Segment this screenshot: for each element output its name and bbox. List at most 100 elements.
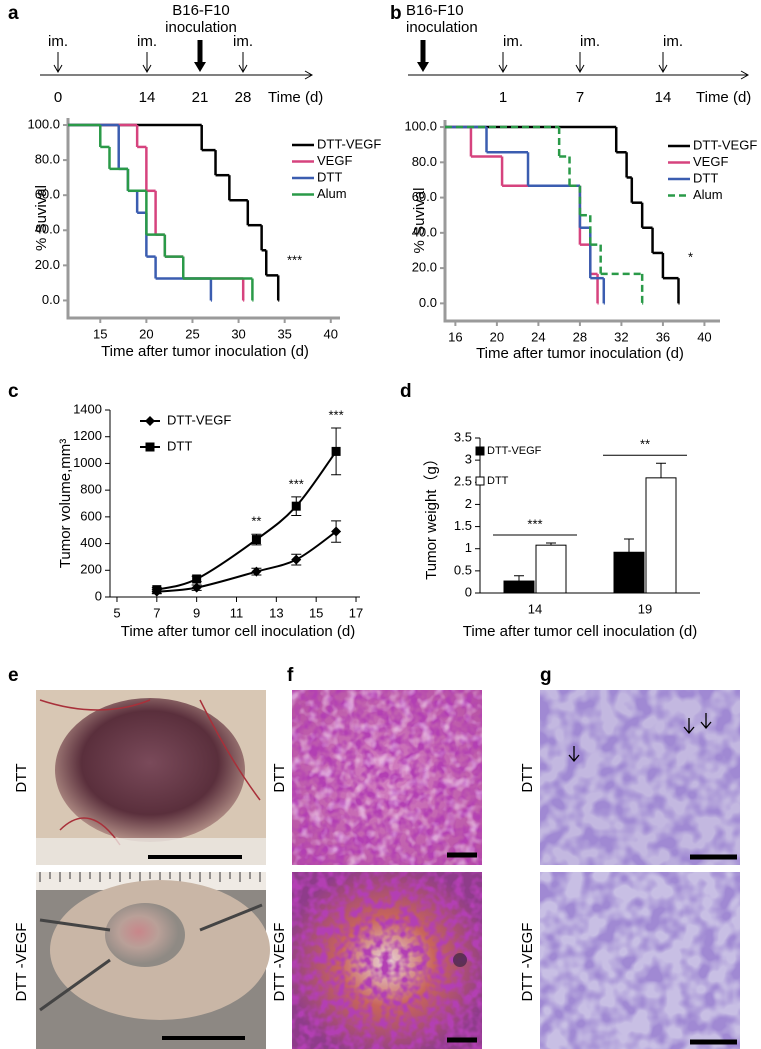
- panel-label: e: [8, 665, 19, 686]
- y-tick-label: 0: [95, 588, 102, 603]
- marker: [291, 501, 301, 511]
- marker: [251, 566, 262, 577]
- timeline-arrowhead: [575, 64, 585, 74]
- legend-label: DTT: [487, 475, 509, 487]
- x-tick-label: 11: [230, 605, 244, 620]
- x-tick-label: 30: [231, 326, 245, 341]
- timeline-arrowhead: [658, 64, 668, 74]
- legend-label: VEGF: [317, 153, 352, 168]
- significance: ***: [287, 252, 302, 267]
- y-tick-label: 40.0: [35, 222, 60, 237]
- x-tick-label: 40: [324, 326, 338, 341]
- inoculation-label: B16-F10 inoculation: [165, 2, 237, 36]
- bar: [535, 544, 567, 594]
- event-label: im.: [503, 33, 523, 50]
- day-label: 1: [499, 89, 507, 106]
- bar: [645, 477, 677, 594]
- y-tick-label: 60.0: [35, 187, 60, 202]
- timeline-arrowhead: [417, 62, 429, 72]
- y-tick-label: 1: [465, 540, 472, 555]
- marker: [152, 585, 162, 595]
- marker: [331, 446, 341, 456]
- legend-label: Alum: [693, 187, 723, 202]
- legend-label: DTT-VEGF: [167, 412, 231, 427]
- error-bar: [514, 575, 524, 582]
- y-tick-label: 600: [80, 508, 102, 523]
- legend-label: VEGF: [693, 154, 728, 169]
- y-tick-label: 0.0: [42, 292, 60, 307]
- x-tick-label: 32: [614, 329, 628, 344]
- marker: [192, 574, 202, 584]
- x-axis-title: Time after tumor inoculation (d): [101, 343, 309, 360]
- inoculation-label-box: B16-F10 inoculation: [406, 2, 478, 36]
- panel-label: d: [400, 381, 412, 402]
- photo-e-dtt: [36, 690, 266, 865]
- timeline-axis-title: Time (d): [696, 89, 751, 106]
- significance: **: [251, 514, 261, 529]
- x-tick-label: 19: [638, 601, 652, 616]
- y-tick-label: 80.0: [412, 154, 437, 169]
- day-label: 7: [576, 89, 584, 106]
- x-tick-label: 20: [139, 326, 153, 341]
- image-row-label: DTT: [519, 763, 536, 792]
- x-tick-label: 9: [193, 605, 200, 620]
- timeline-arrowhead: [142, 64, 152, 74]
- y-tick-label: 400: [80, 535, 102, 550]
- image-row-label: DTT -VEGF: [519, 923, 536, 1002]
- x-axis-title: Time after tumor cell inoculation (d): [463, 623, 698, 640]
- legend-label: DTT: [167, 438, 192, 453]
- x-tick-label: 17: [349, 605, 363, 620]
- y-tick-label: 0.0: [419, 295, 437, 310]
- day-label: 14: [655, 89, 672, 106]
- error-bar: [624, 538, 634, 553]
- day-label: 0: [54, 89, 62, 106]
- timeline-axis-head: [740, 70, 750, 80]
- significance: ***: [289, 476, 304, 491]
- photo-g-dtt-vegf: [540, 872, 740, 1049]
- legend-marker: [145, 416, 155, 426]
- legend-swatch: [475, 476, 485, 486]
- series-line: [156, 530, 337, 593]
- inoculation-label-box: B16-F10 inoculation: [165, 2, 237, 36]
- day-label: 21: [192, 89, 209, 106]
- panel-label: f: [287, 665, 294, 686]
- y-tick-label: 1400: [73, 401, 102, 416]
- bar: [503, 580, 535, 594]
- event-label: im.: [580, 33, 600, 50]
- image-row-label: DTT: [13, 763, 30, 792]
- x-tick-label: 5: [113, 605, 120, 620]
- panel-label: a: [8, 3, 19, 24]
- y-tick-label: 2: [465, 496, 472, 511]
- marker: [331, 526, 342, 537]
- bar: [613, 551, 645, 594]
- event-label: im.: [48, 33, 68, 50]
- y-tick-label: 60.0: [412, 189, 437, 204]
- panel-label: c: [8, 381, 19, 402]
- image-row-label: DTT -VEGF: [13, 923, 30, 1002]
- x-tick-label: 15: [93, 326, 107, 341]
- y-tick-label: 20.0: [412, 260, 437, 275]
- legend-label: Alum: [317, 186, 347, 201]
- x-tick-label: 7: [153, 605, 160, 620]
- x-tick-label: 14: [528, 601, 542, 616]
- error-bar: [656, 462, 666, 478]
- y-tick-label: 3.5: [454, 429, 472, 444]
- y-tick-label: 0: [465, 584, 472, 599]
- timeline-arrowhead: [53, 64, 63, 74]
- photo-g-dtt: [540, 690, 740, 865]
- x-tick-label: 24: [531, 329, 545, 344]
- x-tick-label: 35: [277, 326, 291, 341]
- photo-f-dtt: [292, 690, 482, 865]
- y-axis-title: % Suvival: [411, 188, 428, 254]
- day-label: 14: [139, 89, 156, 106]
- y-tick-label: 1200: [73, 428, 102, 443]
- y-tick-label: 40.0: [412, 224, 437, 239]
- event-label: im.: [663, 33, 683, 50]
- legend-marker: [145, 442, 155, 452]
- series-line: [156, 450, 337, 591]
- y-tick-label: 100.0: [404, 118, 437, 133]
- y-tick-label: 20.0: [35, 257, 60, 272]
- x-axis-title: Time after tumor inoculation (d): [476, 345, 684, 362]
- panel-label: b: [390, 3, 402, 24]
